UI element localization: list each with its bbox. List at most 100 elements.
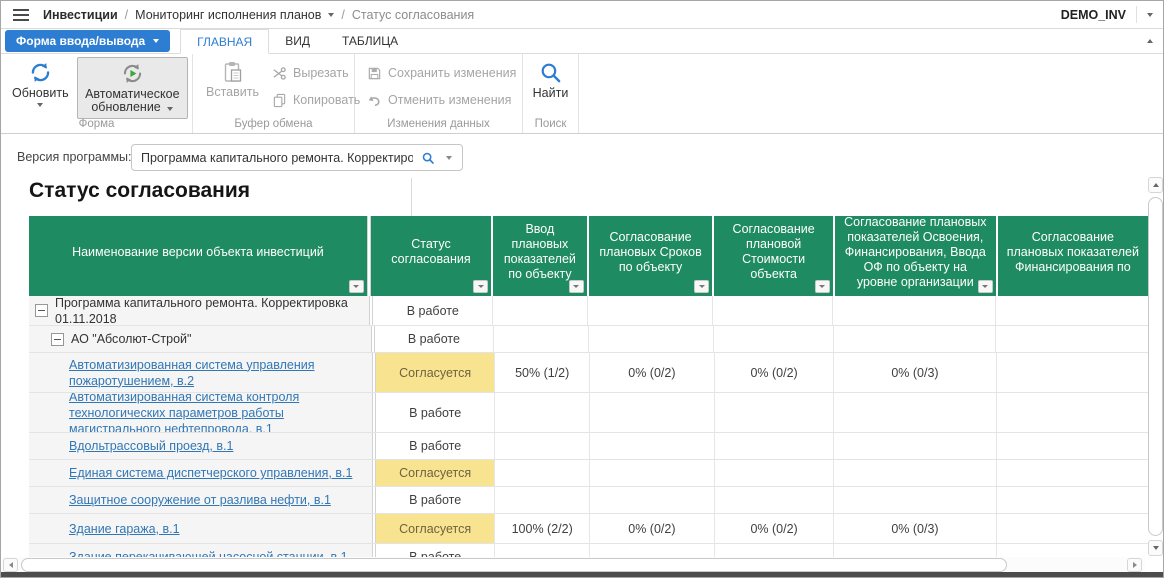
- paste-label: Вставить: [206, 86, 259, 99]
- user-badge[interactable]: DEMO_INV: [1061, 8, 1126, 22]
- auto-refresh-label: Автоматическое обновление: [85, 87, 179, 114]
- caret-down-icon: [478, 285, 484, 288]
- filter-button[interactable]: [569, 280, 584, 293]
- status-cell: Согласуется: [376, 460, 496, 486]
- circular-arrows-play-icon: [120, 61, 145, 86]
- caret-down-icon[interactable]: [446, 156, 452, 160]
- scroll-up-button[interactable]: [1148, 177, 1163, 193]
- hamburger-icon[interactable]: [13, 9, 29, 21]
- version-combobox[interactable]: Программа капитального ремонта. Корректи…: [131, 144, 463, 171]
- undo-arrow-icon: [367, 93, 382, 108]
- value-cell: 0% (0/2): [590, 353, 715, 392]
- value-cell: [589, 326, 714, 352]
- table-row: Автоматизированная система контроля техн…: [29, 393, 1148, 433]
- name-cell: Защитное сооружение от разлива нефти, в.…: [29, 487, 372, 513]
- value-cell: [590, 433, 715, 459]
- caret-down-icon: [982, 285, 988, 288]
- version-value: Программа капитального ремонта. Корректи…: [141, 151, 413, 165]
- filter-button[interactable]: [349, 280, 364, 293]
- scroll-down-button[interactable]: [1148, 540, 1163, 556]
- name-cell: Вдольтрассовый проезд, в.1: [29, 433, 372, 459]
- ribbon-tab-bar: Форма ввода/вывода ГЛАВНАЯ ВИД ТАБЛИЦА: [1, 29, 1163, 54]
- top-bar: Инвестиции / Мониторинг исполнения плано…: [1, 1, 1163, 29]
- breadcrumb-section[interactable]: Мониторинг исполнения планов: [135, 8, 321, 22]
- caret-up-icon: [1153, 183, 1159, 187]
- fixed-column-divider: [411, 178, 412, 216]
- auto-refresh-button[interactable]: Автоматическое обновление: [77, 57, 188, 119]
- caret-down-icon: [573, 285, 579, 288]
- name-cell: Автоматизированная система управления по…: [29, 353, 372, 392]
- column-header-label: Согласование плановых показателей Финанс…: [1005, 230, 1141, 275]
- tab-table[interactable]: ТАБЛИЦА: [326, 29, 414, 53]
- cut-button[interactable]: Вырезать: [272, 64, 360, 82]
- filter-button[interactable]: [815, 280, 830, 293]
- value-cell: 0% (0/2): [715, 514, 835, 543]
- object-link[interactable]: Вдольтрассовый проезд, в.1: [69, 438, 233, 454]
- column-header-financing-approval[interactable]: Согласование плановых показателей Финанс…: [996, 216, 1148, 296]
- object-link[interactable]: Автоматизированная система управления по…: [69, 357, 372, 389]
- collapse-expander-icon[interactable]: [35, 304, 48, 317]
- column-header-object-name[interactable]: Наименование версии объекта инвестиций: [29, 216, 367, 296]
- ribbon-group-label: Форма: [1, 118, 192, 130]
- vertical-scrollbar-thumb[interactable]: [1148, 197, 1163, 536]
- object-link[interactable]: Автоматизированная система контроля техн…: [69, 393, 372, 432]
- value-cell: 50% (1/2): [495, 353, 590, 392]
- object-link[interactable]: Защитное сооружение от разлива нефти, в.…: [69, 492, 331, 508]
- value-cell: [996, 326, 1148, 352]
- filter-button[interactable]: [473, 280, 488, 293]
- object-link[interactable]: Здание гаража, в.1: [69, 521, 180, 537]
- version-selector-row: Версия программы: Программа капитального…: [1, 140, 1163, 178]
- magnifier-icon[interactable]: [421, 151, 435, 165]
- value-cell: [834, 544, 996, 557]
- name-cell: АО "Абсолют-Строй": [29, 326, 371, 352]
- tab-view[interactable]: ВИД: [269, 29, 326, 53]
- value-cell: [590, 460, 715, 486]
- caret-right-icon: [1133, 562, 1137, 568]
- version-label: Версия программы:: [17, 150, 132, 164]
- form-io-button-label: Форма ввода/вывода: [16, 34, 145, 48]
- caret-down-icon: [167, 107, 173, 111]
- user-menu-caret-icon[interactable]: [1147, 13, 1153, 17]
- value-cell: [715, 393, 835, 432]
- status-cell: В работе: [373, 296, 493, 325]
- value-cell: [495, 487, 590, 513]
- scroll-right-button[interactable]: [1127, 558, 1142, 572]
- tab-main[interactable]: ГЛАВНАЯ: [180, 29, 269, 54]
- save-changes-button[interactable]: Сохранить изменения: [367, 64, 522, 82]
- value-cell: [834, 460, 996, 486]
- copy-button[interactable]: Копировать: [272, 91, 360, 109]
- caret-down-icon[interactable]: [37, 103, 43, 107]
- filter-button[interactable]: [694, 280, 709, 293]
- scroll-left-button[interactable]: [3, 558, 18, 572]
- undo-changes-button[interactable]: Отменить изменения: [367, 91, 522, 109]
- refresh-label: Обновить: [12, 87, 69, 100]
- grid-header: Наименование версии объекта инвестиций С…: [29, 216, 1148, 296]
- scissors-icon: [272, 66, 287, 81]
- caret-down-icon: [699, 285, 705, 288]
- horizontal-scrollbar[interactable]: [2, 557, 1145, 573]
- value-cell: [834, 433, 996, 459]
- column-header-terms-approval[interactable]: Согласование плановых Сроков по объекту: [587, 216, 713, 296]
- object-link[interactable]: Здание перекачивающей насосной станции, …: [69, 549, 348, 557]
- column-header-status[interactable]: Статус согласования: [371, 216, 491, 296]
- collapse-ribbon-icon[interactable]: [1147, 39, 1153, 43]
- column-header-plan-input[interactable]: Ввод плановых показателей по объекту: [491, 216, 587, 296]
- breadcrumb-root[interactable]: Инвестиции: [43, 8, 118, 22]
- vertical-scrollbar[interactable]: [1147, 177, 1164, 557]
- collapse-expander-icon[interactable]: [51, 333, 64, 346]
- value-cell: [714, 326, 834, 352]
- status-cell: Согласуется: [376, 353, 496, 392]
- approval-status-grid: Наименование версии объекта инвестиций С…: [29, 216, 1148, 557]
- undo-changes-label: Отменить изменения: [388, 93, 511, 107]
- find-label: Найти: [533, 87, 569, 100]
- page-title: Статус согласования: [29, 179, 250, 203]
- breadcrumb-dropdown-icon[interactable]: [328, 13, 334, 17]
- status-cell: В работе: [376, 393, 496, 432]
- horizontal-scrollbar-thumb[interactable]: [21, 558, 1007, 572]
- column-header-org-approval[interactable]: Согласование плановых показателей Освоен…: [833, 216, 996, 296]
- object-link[interactable]: Единая система диспетчерского управления…: [69, 465, 352, 481]
- filter-button[interactable]: [978, 280, 993, 293]
- form-io-button[interactable]: Форма ввода/вывода: [5, 30, 170, 52]
- column-header-cost-approval[interactable]: Согласование плановой Стоимости объекта: [712, 216, 832, 296]
- value-cell: 100% (2/2): [495, 514, 590, 543]
